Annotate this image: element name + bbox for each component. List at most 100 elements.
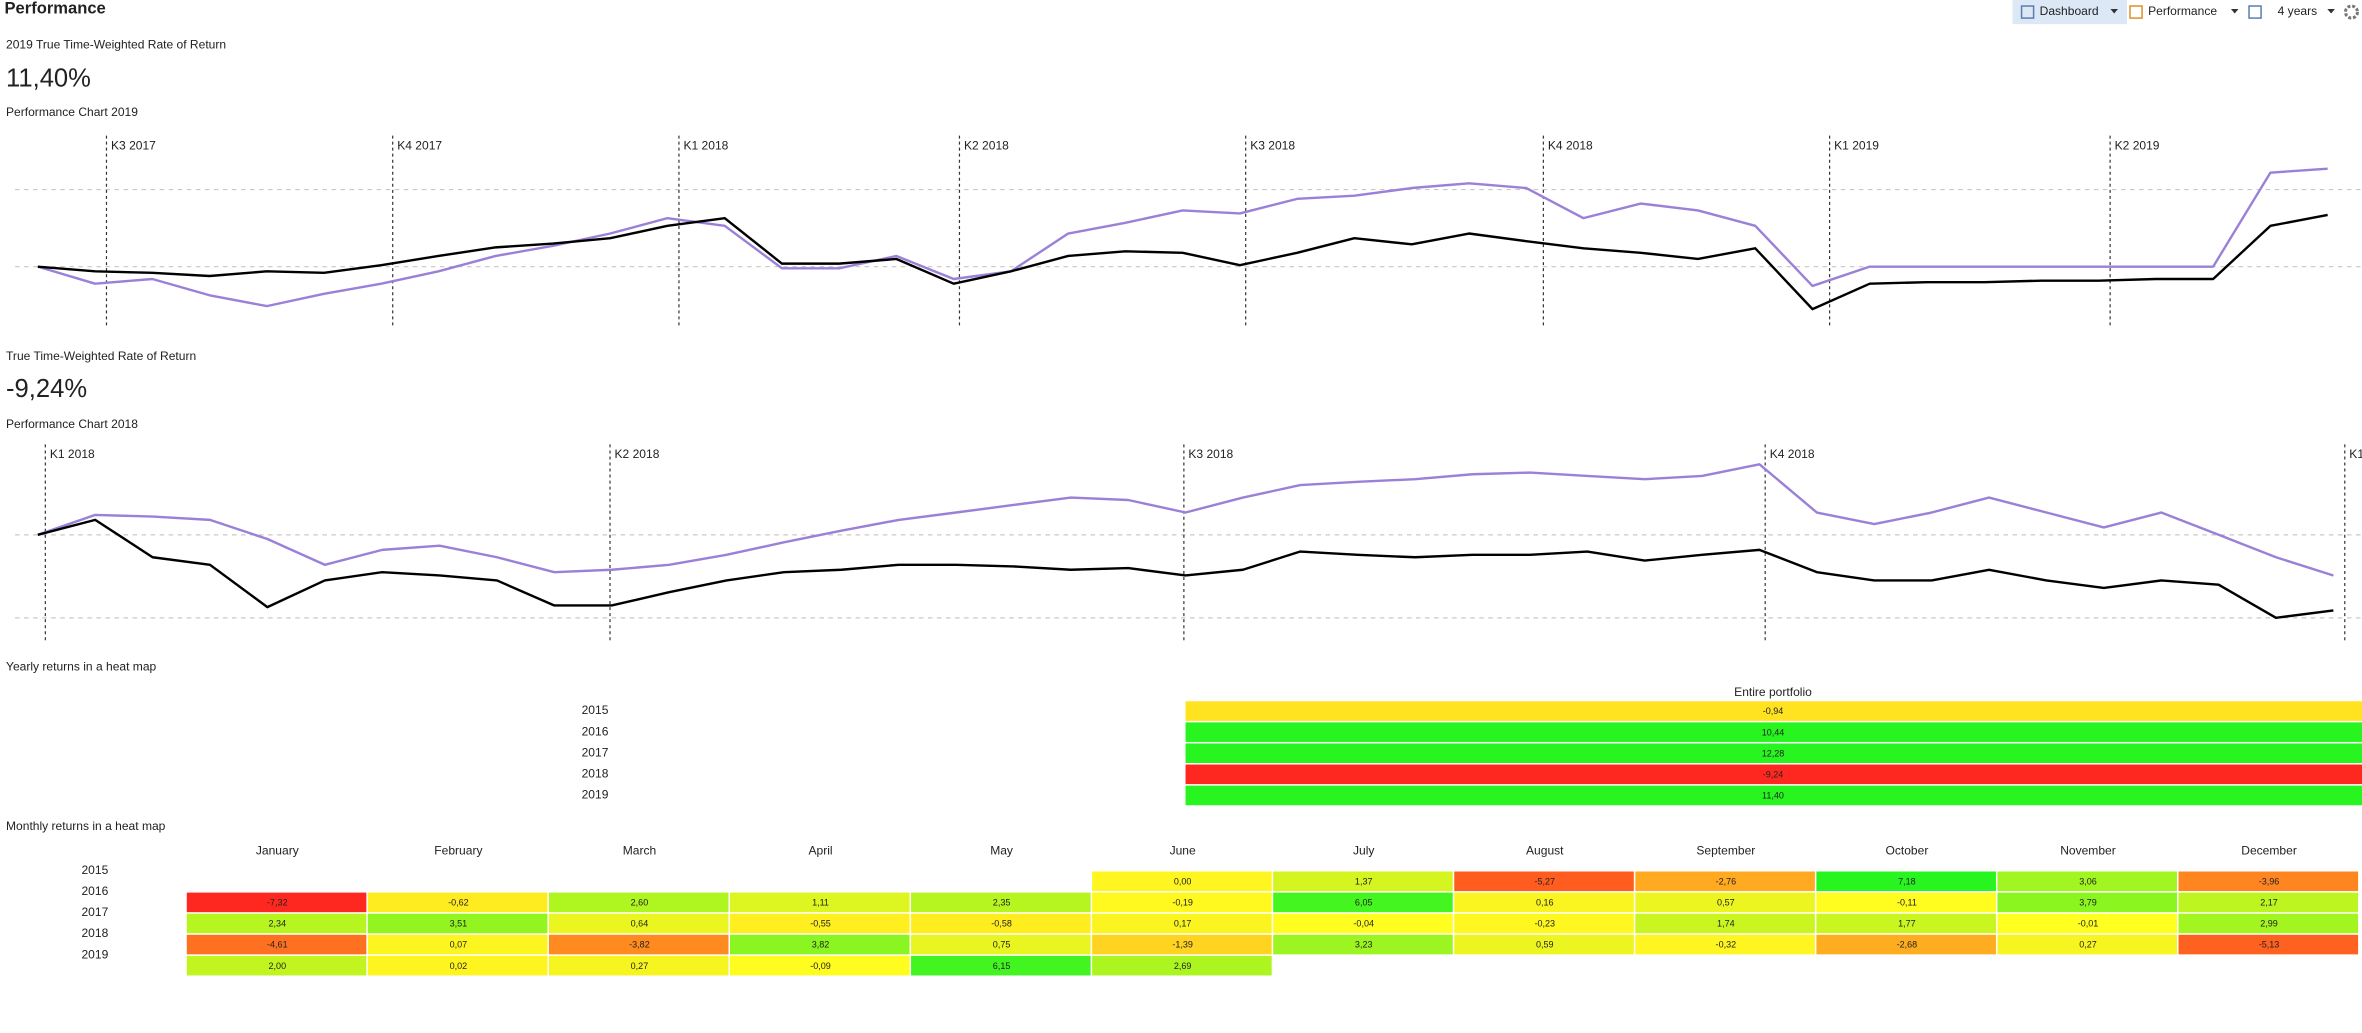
heatmap-cell xyxy=(911,892,1091,913)
heatmap-cell xyxy=(1273,913,1453,934)
cell-value: 0,27 xyxy=(2079,940,2097,950)
cell-value: 0,64 xyxy=(631,919,649,929)
cell-value: 1,74 xyxy=(1717,919,1735,929)
cell-value: -2,68 xyxy=(1897,940,1918,950)
cell-value: 2,35 xyxy=(993,898,1011,908)
cell-value: -0,23 xyxy=(1535,919,1556,929)
series-line xyxy=(37,213,2328,311)
row-label: 2016 xyxy=(582,724,609,738)
cell-value: 1,11 xyxy=(812,898,829,908)
settings-icon[interactable] xyxy=(2343,4,2359,20)
column-header: June xyxy=(1170,843,1196,857)
heatmap-cell xyxy=(1816,892,1996,913)
row-label: 2019 xyxy=(582,788,609,802)
row-label: 2017 xyxy=(582,745,609,759)
heatmap-cell xyxy=(1997,934,2178,955)
quarter-label: K2 2018 xyxy=(964,138,1009,152)
column-header: February xyxy=(434,843,482,857)
heatmap-cell xyxy=(1092,871,1272,892)
dropdown-arrow[interactable] xyxy=(2327,9,2335,14)
kpi-label: 2019 True Time-Weighted Rate of Return xyxy=(6,37,226,51)
cell-value: 0,27 xyxy=(631,961,649,971)
cell-value: 1,77 xyxy=(1898,919,1916,929)
cell-value: 10,44 xyxy=(1762,727,1785,737)
cell-value: -5,27 xyxy=(1535,876,1556,886)
toolbar-label[interactable]: Performance xyxy=(2148,4,2217,18)
row-label: 2018 xyxy=(81,926,108,940)
quarter-label: K4 2018 xyxy=(1770,447,1815,461)
dashboard-button[interactable] xyxy=(2012,0,2128,25)
cell-value: 1,37 xyxy=(1355,876,1373,886)
quarter-label: K1 2018 xyxy=(50,447,95,461)
cell-value: 12,28 xyxy=(1762,748,1785,758)
quarter-label: K2 2018 xyxy=(615,447,660,461)
cell-value: 7,18 xyxy=(1898,876,1916,886)
quarter-label: K1 2019 xyxy=(1834,138,1879,152)
heatmap-cell xyxy=(548,955,729,976)
heatmap-cell xyxy=(1454,892,1634,913)
row-label: 2019 xyxy=(81,947,108,961)
row-label: 2016 xyxy=(81,884,108,898)
cell-value: -5,13 xyxy=(2259,940,2280,950)
heatmap-cell xyxy=(367,892,548,913)
cell-value: 2,60 xyxy=(631,898,649,908)
heatmap-cell xyxy=(1092,934,1272,955)
cell-value: 2,69 xyxy=(1174,961,1192,971)
cell-value: 2,00 xyxy=(269,961,287,971)
heatmap-cell xyxy=(1273,871,1453,892)
toolbar-label[interactable]: 4 years xyxy=(2278,4,2318,18)
heatmap-cell xyxy=(1454,934,1634,955)
quarter-label: K3 2018 xyxy=(1188,447,1233,461)
toolbar-label[interactable]: Dashboard xyxy=(2040,4,2099,18)
heatmap-cell xyxy=(1635,871,1815,892)
dropdown-arrow[interactable] xyxy=(2230,9,2239,14)
heatmap-cell xyxy=(1816,913,1996,934)
heatmap-cell xyxy=(1454,871,1634,892)
quarter-label: K4 2018 xyxy=(1548,138,1593,152)
heatmap-cell xyxy=(1092,892,1272,913)
heatmap-cell xyxy=(1997,892,2178,913)
column-header: January xyxy=(256,843,299,857)
row-label: 2017 xyxy=(81,905,108,919)
calendar-icon[interactable] xyxy=(2248,5,2262,19)
page-title: Performance xyxy=(5,0,106,17)
heatmap-cell xyxy=(729,934,910,955)
heatmap-cell xyxy=(911,955,1091,976)
cell-value: -0,55 xyxy=(810,919,831,929)
column-header: Entire portfolio xyxy=(1734,685,1812,699)
column-header: November xyxy=(2060,843,2116,857)
cell-value: -3,82 xyxy=(629,940,650,950)
heatmap-cell xyxy=(2178,892,2359,913)
kpi-label: True Time-Weighted Rate of Return xyxy=(6,349,196,363)
heatmap-cell xyxy=(1273,892,1453,913)
heatmap-cell xyxy=(1816,934,1996,955)
toolbar: Dashboard Performance 4 years xyxy=(2012,0,2359,25)
heatmap-cell xyxy=(729,913,910,934)
heatmap-cell xyxy=(1635,913,1815,934)
heatmap-cell xyxy=(548,913,729,934)
cell-value: 11,40 xyxy=(1762,791,1784,801)
heatmap-cell xyxy=(1185,764,2362,785)
dropdown-arrow[interactable] xyxy=(2110,9,2118,14)
heatmap-cell xyxy=(1092,913,1272,934)
cell-value: -0,01 xyxy=(2078,919,2099,929)
cell-value: -4,61 xyxy=(267,940,288,950)
heatmap-cell xyxy=(1273,934,1453,955)
cell-value: 2,17 xyxy=(2260,898,2278,908)
heatmap-cell xyxy=(1997,913,2178,934)
heatmap-cell xyxy=(1185,785,2362,806)
icon xyxy=(2020,5,2035,19)
row-label: 2015 xyxy=(81,863,108,877)
cell-value: -0,09 xyxy=(810,961,831,971)
cell-value: -7,32 xyxy=(267,898,288,908)
cell-value: 0,59 xyxy=(1536,940,1554,950)
column-header: April xyxy=(808,843,832,857)
heatmap-cell xyxy=(367,955,548,976)
cell-value: 2,99 xyxy=(2260,919,2278,929)
quarter-label: K2 2019 xyxy=(2115,138,2160,152)
cell-value: 0,16 xyxy=(1536,898,1554,908)
heatmap-cell xyxy=(186,934,367,955)
heatmap-cell xyxy=(1185,701,2362,721)
heatmap-cell xyxy=(1454,913,1634,934)
